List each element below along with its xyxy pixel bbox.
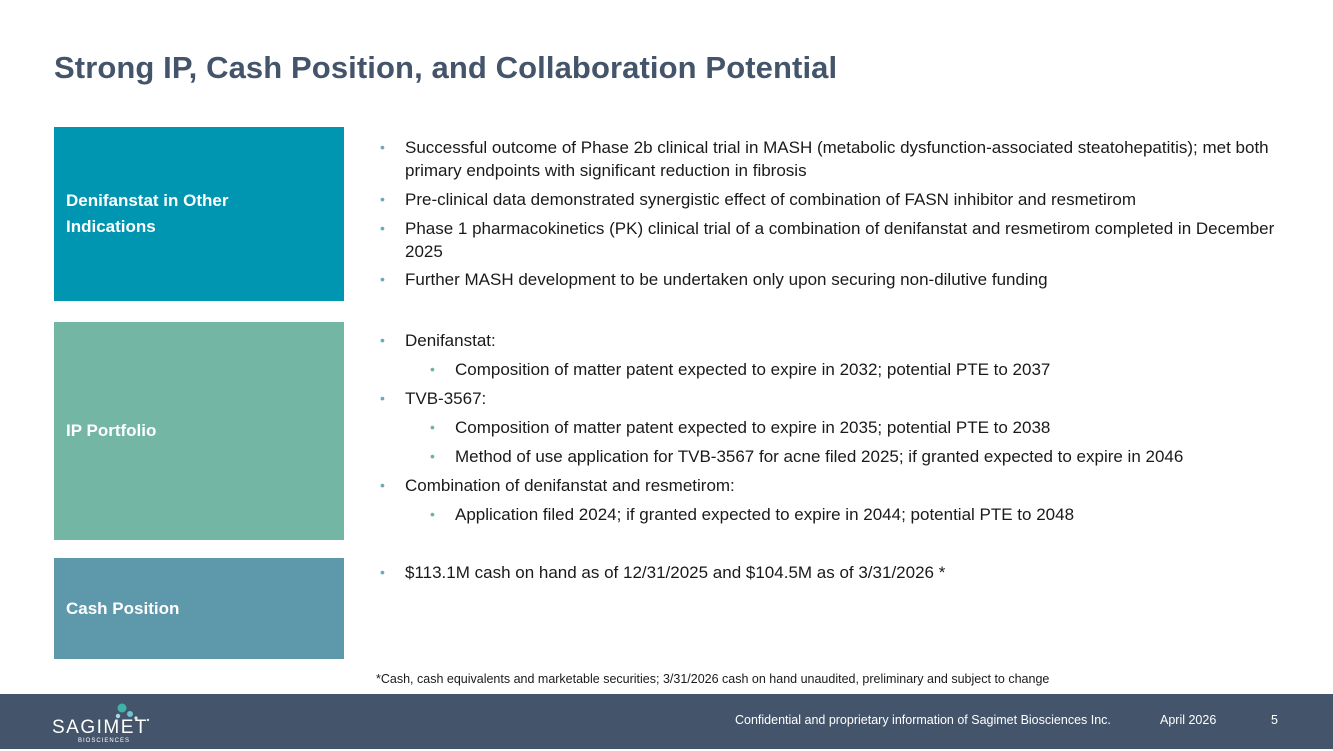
bullet-item: • $113.1M cash on hand as of 12/31/2025 …	[380, 561, 946, 584]
section-label: Denifanstat in Other Indications	[66, 191, 229, 236]
bullet-text: TVB-3567:	[405, 389, 487, 408]
bullet-icon: •	[430, 506, 435, 522]
bullet-item: • Combination of denifanstat and resmeti…	[380, 474, 735, 497]
bullet-text: Application filed 2024; if granted expec…	[455, 505, 1075, 524]
bullet-icon: •	[430, 419, 435, 435]
bullet-text: Successful outcome of Phase 2b clinical …	[405, 138, 1269, 180]
svg-text:BIOSCIENCES: BIOSCIENCES	[78, 738, 130, 744]
section-ip-label-box: IP Portfolio	[54, 322, 344, 540]
bullet-text: Phase 1 pharmacokinetics (PK) clinical t…	[405, 219, 1275, 261]
confidential-notice: Confidential and proprietary information…	[735, 713, 1111, 727]
bullet-icon: •	[380, 477, 385, 493]
bullet-icon: •	[430, 361, 435, 377]
bullet-item: • Successful outcome of Phase 2b clinica…	[380, 136, 1305, 182]
bullet-item: • Further MASH development to be underta…	[380, 268, 1048, 291]
bullet-icon: •	[380, 271, 385, 287]
sagimet-logo: SAGIMET BIOSCIENCES	[52, 698, 162, 746]
page-number: 5	[1271, 713, 1278, 727]
bullet-item: • TVB-3567:	[380, 387, 487, 410]
bullet-icon: •	[380, 139, 385, 155]
bullet-icon: •	[380, 564, 385, 580]
section-label: Cash Position	[66, 598, 180, 618]
sub-bullet-item: • Method of use application for TVB-3567…	[430, 445, 1184, 468]
bullet-item: • Phase 1 pharmacokinetics (PK) clinical…	[380, 217, 1290, 263]
footer-date: April 2026	[1160, 713, 1217, 727]
bullet-text: Method of use application for TVB-3567 f…	[455, 447, 1184, 466]
bullet-icon: •	[380, 191, 385, 207]
footer-bar: SAGIMET BIOSCIENCES Confidential and pro…	[0, 694, 1333, 749]
bullet-text: Composition of matter patent expected to…	[455, 418, 1051, 437]
bullet-icon: •	[380, 220, 385, 236]
bullet-text: Further MASH development to be undertake…	[405, 270, 1048, 289]
footnote: *Cash, cash equivalents and marketable s…	[376, 672, 1050, 686]
svg-text:SAGIMET: SAGIMET	[52, 717, 148, 738]
section-denifanstat-label-box: Denifanstat in Other Indications	[54, 127, 344, 301]
bullet-icon: •	[380, 390, 385, 406]
section-label: IP Portfolio	[66, 421, 157, 440]
sub-bullet-item: • Application filed 2024; if granted exp…	[430, 503, 1075, 526]
sub-bullet-item: • Composition of matter patent expected …	[430, 416, 1051, 439]
bullet-text: Denifanstat:	[405, 331, 496, 350]
bullet-text: $113.1M cash on hand as of 12/31/2025 an…	[405, 563, 946, 582]
bullet-icon: •	[430, 448, 435, 464]
slide-title: Strong IP, Cash Position, and Collaborat…	[54, 50, 838, 85]
logo-dots-icon: SAGIMET BIOSCIENCES	[52, 703, 150, 744]
bullet-item: • Pre-clinical data demonstrated synergi…	[380, 188, 1137, 211]
sub-bullet-item: • Composition of matter patent expected …	[430, 358, 1051, 381]
bullet-text: Pre-clinical data demonstrated synergist…	[405, 190, 1137, 209]
section-cash-label-box: Cash Position	[54, 558, 344, 659]
bullet-text: Combination of denifanstat and resmetiro…	[405, 476, 735, 495]
bullet-item: • Denifanstat:	[380, 329, 496, 352]
bullet-icon: •	[380, 332, 385, 348]
bullet-text: Composition of matter patent expected to…	[455, 360, 1051, 379]
